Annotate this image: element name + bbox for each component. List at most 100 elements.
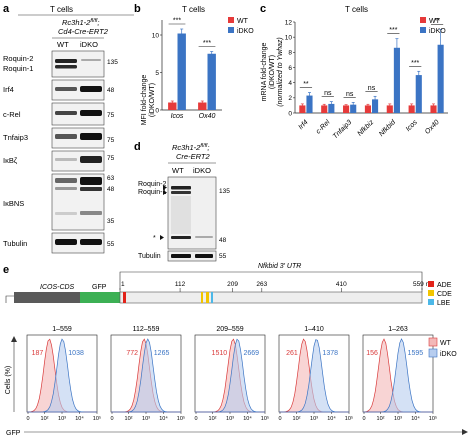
histogram-xtick-label: 10² — [209, 416, 217, 422]
chart-c-bar-idko-6 — [437, 44, 444, 113]
construct-gfp — [80, 292, 120, 303]
histogram-2: 209–559 1510 2669 0 10² 10³ 10⁴ 10⁵ — [194, 326, 269, 422]
chart-c-sig-label-1: ns — [324, 90, 332, 97]
element-cde-2 — [206, 292, 209, 303]
histogram-idko-mfi-2: 2669 — [243, 350, 259, 357]
panel-a-genotype: Rc3h1-2fl/fl; — [62, 18, 99, 27]
legend-cde-swatch — [428, 290, 434, 296]
hist-legend: WT iDKO — [428, 337, 457, 358]
histogram-xtick-label: 0 — [278, 416, 281, 422]
panel-b-title: T cells — [182, 5, 205, 14]
chart-c-bar-wt-5 — [408, 105, 415, 113]
panel-a-lane-wt: WT — [57, 40, 69, 49]
label-roquin2: Roquin-2 — [3, 54, 33, 63]
panel-d-genotype: Rc3h1-2fl/fl; — [172, 143, 209, 152]
panel-d-star: * — [153, 235, 156, 242]
panel-a-letter: a — [3, 3, 10, 15]
blot-crel — [51, 102, 105, 126]
chart-b-bar-idko-0 — [177, 33, 186, 110]
chart-b-sig-label-0: *** — [173, 18, 181, 25]
chart-c-bar-wt-3 — [364, 105, 371, 113]
histogram-curve-idko — [195, 338, 265, 413]
histogram-xtick-label: 0 — [194, 416, 197, 422]
histogram-idko-mfi-4: 1595 — [408, 350, 424, 357]
histogram-xtick-label: 10³ — [394, 416, 402, 422]
legend-c-wt-swatch — [420, 17, 426, 23]
chart-c-bar-idko-0 — [306, 95, 313, 113]
chart-c-ytick-label: 12 — [285, 19, 293, 26]
chart-c-category-label-4: Nfkbid — [378, 118, 398, 138]
panel-d-lane-idko: iDKO — [193, 166, 211, 175]
marker-48-ikbns: 48 — [107, 186, 115, 193]
chart-b-category-label-1: Ox40 — [199, 113, 216, 120]
hist-legend-idko-label: iDKO — [440, 351, 457, 358]
chart-b-ytick-label: 5 — [155, 70, 159, 77]
chart-c-sig-label-6: ** — [434, 18, 440, 25]
legend-wt-label: WT — [237, 18, 249, 25]
utr-positions: 1 112 209 263 410 559 nt — [119, 281, 431, 292]
histogram-xtick-label: 10⁵ — [345, 415, 353, 422]
marker-75-ikbz: 75 — [107, 155, 115, 162]
chart-c-bar-idko-3 — [372, 99, 379, 113]
histogram-xtick-label: 10³ — [226, 416, 234, 422]
histogram-xtick-label: 10⁵ — [429, 415, 437, 422]
chart-c-category-label-1: c-Rel — [315, 119, 332, 136]
position-label-1: 112 — [175, 281, 186, 288]
chart-c-sig-label-3: ns — [368, 85, 376, 92]
chart-b-ytick-label: 10 — [152, 32, 160, 39]
legend-idko-swatch — [228, 27, 234, 33]
utr-label: Nfkbid 3′ UTR — [258, 263, 301, 270]
histogram-xtick-label: 10² — [41, 416, 49, 422]
arrow-roquin2-icon — [163, 185, 167, 190]
panel-c-ylabel-3: (normalized to Ywhaz) — [277, 37, 284, 107]
position-label-5: 559 nt — [413, 281, 431, 288]
chart-c-sig-label-2: ns — [346, 91, 354, 98]
histogram-xtick-label: 10⁴ — [159, 415, 168, 422]
panel-d-marker-48: 48 — [219, 237, 227, 244]
legend-idko-label: iDKO — [237, 28, 254, 35]
label-roquin1: Roquin-1 — [3, 64, 33, 73]
label-tnfaip3: Tnfaip3 — [3, 133, 28, 142]
histogram-wt-mfi-2: 1510 — [212, 350, 228, 357]
label-tubulin: Tubulin — [3, 239, 27, 248]
chart-c-category-label-3: Nfkbiz — [357, 119, 376, 138]
histogram-xtick-label: 10² — [377, 416, 385, 422]
histogram-xtick-label: 10⁴ — [75, 415, 84, 422]
panel-c: c T cells mRNA fold-change (iDKO/WT) (no… — [260, 3, 448, 140]
chart-c-sig-label-0: ** — [303, 81, 309, 88]
position-label-3: 263 — [256, 281, 267, 288]
histogram-xtick-label: 10⁵ — [177, 415, 185, 422]
chart-b-sig-label-1: *** — [203, 40, 211, 47]
panel-d: d Rc3h1-2fl/fl; Cre-ERT2 WT iDKO Roquin-… — [134, 141, 230, 262]
histogram-wt-mfi-1: 772 — [126, 350, 138, 357]
panel-d-letter: d — [134, 141, 141, 153]
chart-c-bar-wt-0 — [299, 105, 306, 113]
histogram-3: 1–410 261 1378 0 10² 10³ 10⁴ 10⁵ — [278, 326, 353, 422]
label-crel: c-Rel — [3, 110, 21, 119]
chart-c-bar-wt-2 — [343, 105, 350, 113]
position-label-2: 209 — [227, 281, 238, 288]
blot-roquin — [51, 50, 105, 78]
panel-a-cell-label: T cells — [50, 5, 73, 14]
label-irf4: Irf4 — [3, 85, 14, 94]
histogram-xtick-label: 10⁴ — [243, 415, 252, 422]
histogram-wt-mfi-3: 261 — [286, 350, 298, 357]
histogram-curve-idko — [111, 338, 181, 413]
panel-b-ylabel-2: (iDKO/WT) — [149, 83, 156, 117]
histogram-xtick-label: 10³ — [142, 416, 150, 422]
panel-c-title: T cells — [345, 5, 368, 14]
chart-c-ytick-label: 8 — [288, 50, 292, 57]
chart-b: 0 5 10 *** Icos *** Ox40 — [152, 18, 222, 120]
chart-b-bar-wt-0 — [168, 102, 177, 110]
histogram-xtick-label: 10² — [125, 416, 133, 422]
histogram-1: 112–559 772 1265 0 10² 10³ 10⁴ 10⁵ — [110, 326, 185, 422]
histogram-curve-idko — [27, 338, 97, 413]
chart-c-ytick-label: 0 — [288, 110, 292, 117]
histogram-xtick-label: 10⁴ — [327, 415, 336, 422]
histogram-wt-mfi-4: 156 — [366, 350, 378, 357]
blot-d-tubulin — [167, 250, 217, 262]
panel-d-label-roquin2: Roquin-2 — [138, 181, 167, 188]
chart-c-bar-wt-4 — [386, 105, 393, 113]
construct-utr — [119, 291, 423, 304]
